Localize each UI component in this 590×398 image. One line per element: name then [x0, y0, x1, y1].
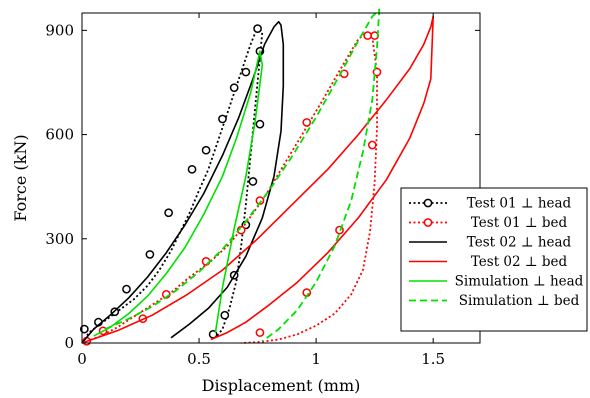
series-0-point — [255, 119, 265, 129]
series-0-point — [248, 177, 258, 186]
legend-label-0: Test 01 ⊥ head — [467, 196, 572, 212]
series-0-point — [201, 145, 211, 155]
series-layer — [79, 8, 435, 346]
legend-label-4: Simulation ⊥ head — [455, 274, 584, 290]
series-0-point — [253, 24, 262, 33]
legend-label-3: Test 02 ⊥ bed — [471, 254, 568, 270]
x-tick-label: 1 — [311, 350, 321, 368]
series-0-point — [145, 250, 155, 259]
series-1-point — [255, 328, 265, 337]
series-line-3 — [81, 15, 435, 344]
y-axis-label: Force (kN) — [11, 134, 30, 221]
legend-marker-0 — [423, 198, 433, 208]
legend: Test 01 ⊥ head Test 01 ⊥ bed Test 02 ⊥ hea… — [400, 187, 588, 332]
ticks-layer: 0 0.5 1 1.5 0 300 600 900 — [45, 13, 480, 368]
x-tick-label: 0 — [77, 350, 87, 368]
y-tick-label: 300 — [45, 230, 74, 248]
series-0-point — [229, 83, 239, 93]
series-line-2 — [81, 20, 285, 344]
series-0-point — [187, 164, 197, 174]
legend-label-1: Test 01 ⊥ bed — [471, 215, 568, 231]
series-0-point — [79, 324, 89, 334]
legend-box — [400, 187, 588, 332]
y-tick-label: 900 — [45, 21, 74, 39]
legend-label-5: Simulation ⊥ bed — [459, 293, 580, 309]
plot-frame — [81, 12, 481, 344]
y-tick-label: 600 — [45, 126, 74, 144]
series-0-point — [164, 208, 173, 218]
series-1-point — [367, 140, 377, 150]
series-1-point — [302, 118, 312, 127]
series-line-4 — [93, 50, 264, 337]
series-line-5 — [105, 8, 381, 343]
series-0-point — [241, 67, 251, 77]
series-1-point — [363, 31, 372, 40]
x-tick-label: 0.5 — [187, 350, 211, 368]
x-tick-label: 1.5 — [421, 350, 445, 368]
legend-label-2: Test 02 ⊥ head — [467, 235, 572, 251]
legend-marker-1 — [423, 218, 433, 227]
series-0-point — [122, 284, 131, 294]
series-1-point — [372, 67, 382, 77]
y-tick-label: 0 — [64, 334, 74, 352]
x-axis-label: Displacement (mm) — [202, 376, 361, 395]
series-line-1 — [81, 32, 378, 344]
series-0-point — [220, 310, 230, 320]
series-line-0 — [81, 25, 264, 344]
series-1-point — [201, 257, 211, 266]
series-0-point — [218, 114, 227, 124]
